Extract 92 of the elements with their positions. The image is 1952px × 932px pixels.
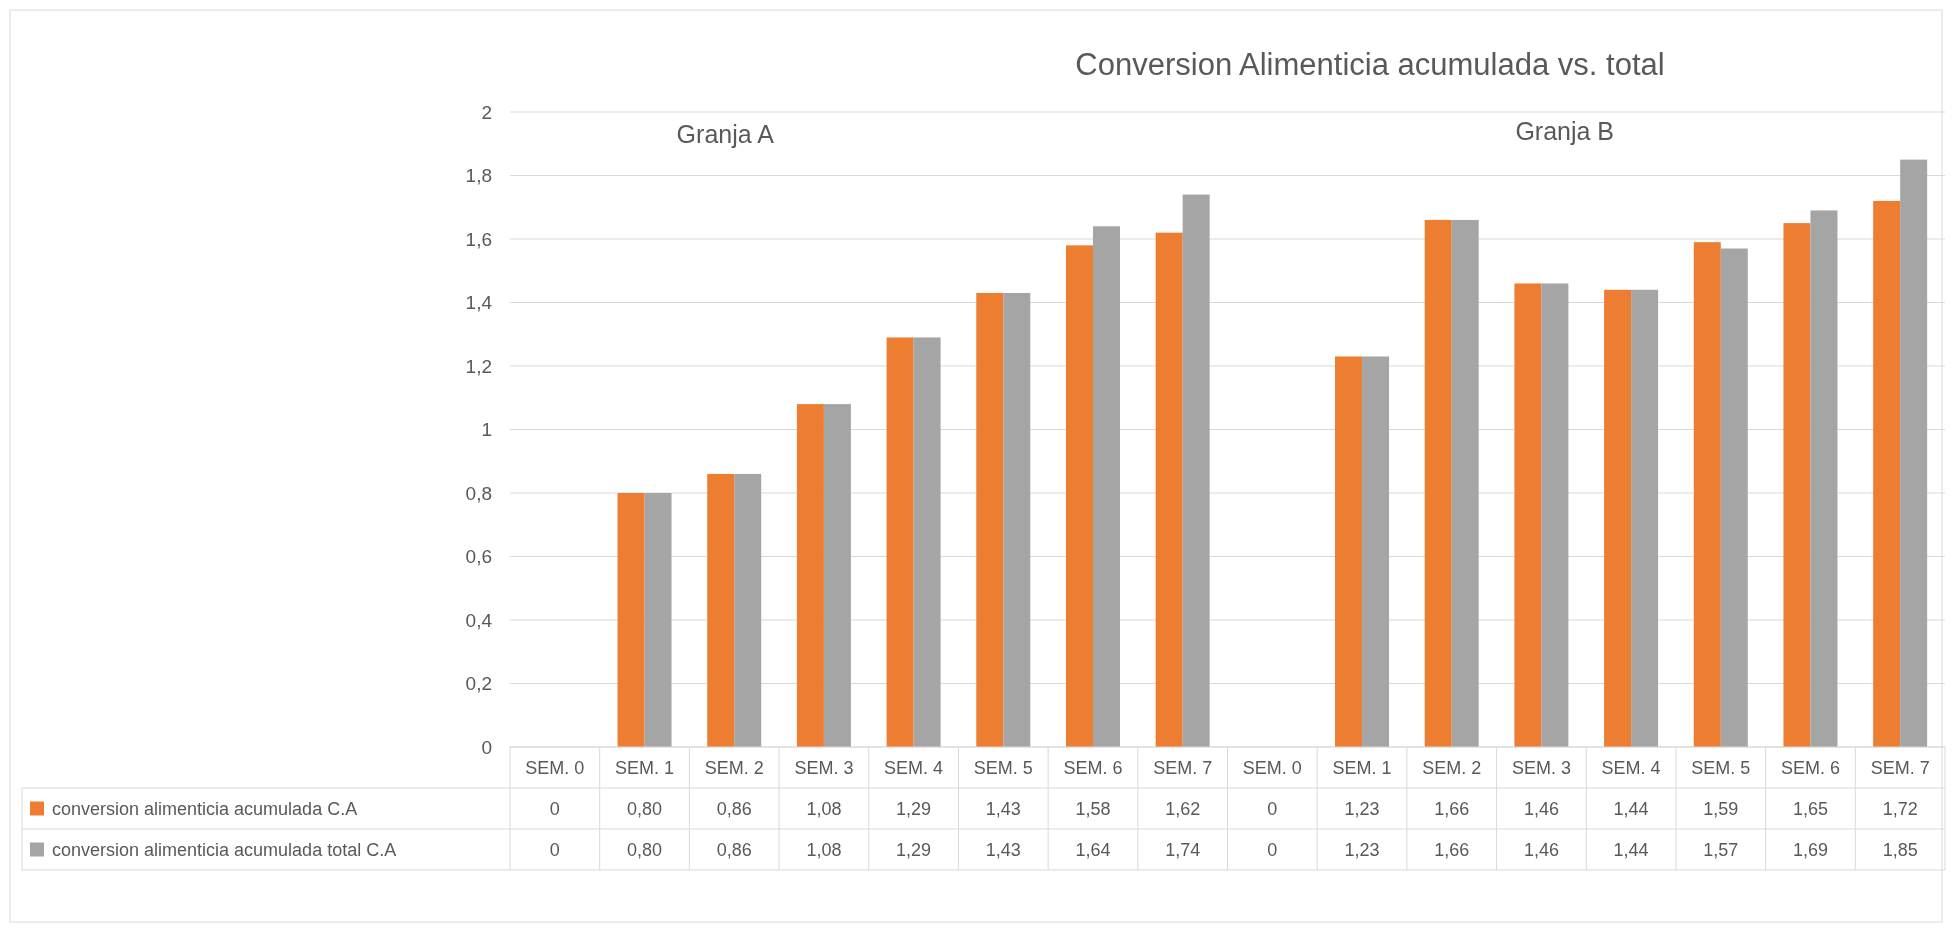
bar xyxy=(1335,356,1363,747)
annotation: Granja B xyxy=(1515,117,1615,145)
x-tick-label: SEM. 3 xyxy=(794,757,854,778)
data-label: 0 xyxy=(549,839,560,860)
bar xyxy=(1604,289,1632,747)
data-label: 1,23 xyxy=(1344,839,1380,860)
x-tick-label: SEM. 5 xyxy=(973,757,1033,778)
data-label: 1,57 xyxy=(1703,839,1739,860)
y-tick-label: 2 xyxy=(481,101,492,123)
data-label: 0 xyxy=(549,798,560,819)
bar xyxy=(886,337,914,747)
data-label: 0 xyxy=(1267,798,1278,819)
bar xyxy=(796,404,824,747)
data-label: 1,29 xyxy=(896,839,932,860)
data-label: 1,62 xyxy=(1165,798,1201,819)
bar xyxy=(976,292,1004,747)
x-tick-label: SEM. 6 xyxy=(1063,757,1123,778)
bar xyxy=(1451,219,1479,747)
data-label: 1,08 xyxy=(806,798,842,819)
data-label: 1,44 xyxy=(1613,798,1649,819)
bar xyxy=(617,493,645,747)
data-label: 1,66 xyxy=(1434,798,1470,819)
data-label: 1,23 xyxy=(1344,798,1380,819)
x-tick-label: SEM. 6 xyxy=(1780,757,1840,778)
y-tick-label: 1,4 xyxy=(465,292,493,314)
y-tick-label: 0,2 xyxy=(465,673,492,695)
x-tick-label: SEM. 4 xyxy=(1601,757,1661,778)
y-tick-label: 1,2 xyxy=(465,355,492,377)
x-tick-label: SEM. 5 xyxy=(1691,757,1751,778)
bar xyxy=(1693,242,1721,747)
data-label: 1,59 xyxy=(1703,798,1739,819)
legend-label: conversion alimenticia acumulada total C.A xyxy=(52,839,397,860)
data-label: 1,08 xyxy=(806,839,842,860)
x-tick-label: SEM. 1 xyxy=(1332,757,1392,778)
data-label: 1,69 xyxy=(1792,839,1828,860)
bar xyxy=(1424,219,1452,747)
data-label: 1,43 xyxy=(985,839,1021,860)
bar xyxy=(1631,289,1659,747)
bar xyxy=(913,337,941,747)
bar xyxy=(1541,283,1569,747)
y-tick-label: 0,4 xyxy=(465,609,493,631)
bar xyxy=(1720,248,1748,747)
annotation: Granja A xyxy=(676,120,775,148)
bar xyxy=(1003,292,1031,747)
x-tick-label: SEM. 1 xyxy=(615,757,675,778)
bar xyxy=(1783,223,1811,747)
data-label: 1,72 xyxy=(1882,798,1918,819)
data-label: 1,58 xyxy=(1075,798,1111,819)
data-label: 1,46 xyxy=(1523,798,1559,819)
y-tick-label: 1,8 xyxy=(465,165,492,187)
data-label: 1,64 xyxy=(1075,839,1111,860)
y-tick-label: 0,8 xyxy=(465,482,492,504)
x-tick-label: SEM. 0 xyxy=(525,757,585,778)
y-tick-label: 0 xyxy=(481,736,492,758)
y-tick-label: 1 xyxy=(481,419,492,441)
bar xyxy=(734,473,762,747)
bar xyxy=(1092,226,1120,747)
data-label: 1,74 xyxy=(1165,839,1201,860)
x-tick-label: SEM. 3 xyxy=(1511,757,1571,778)
y-tick-label: 1,6 xyxy=(465,228,492,250)
x-tick-label: SEM. 7 xyxy=(1153,757,1213,778)
chart-title: Conversion Alimenticia acumulada vs. total xyxy=(1075,47,1665,82)
data-label: 0,86 xyxy=(716,798,752,819)
y-tick-label: 0,6 xyxy=(465,546,492,568)
data-label: 1,46 xyxy=(1523,839,1559,860)
data-label: 1,29 xyxy=(896,798,932,819)
bar xyxy=(1514,283,1542,747)
data-label: 1,66 xyxy=(1434,839,1470,860)
data-label: 0 xyxy=(1267,839,1278,860)
bar xyxy=(707,473,735,747)
data-label: 0,80 xyxy=(627,839,663,860)
x-tick-label: SEM. 4 xyxy=(884,757,944,778)
bar xyxy=(1065,245,1093,747)
data-label: 0,86 xyxy=(716,839,752,860)
x-tick-label: SEM. 2 xyxy=(704,757,764,778)
x-tick-label: SEM. 2 xyxy=(1422,757,1482,778)
bar xyxy=(1900,159,1928,747)
bar xyxy=(1155,232,1183,747)
data-label: 1,44 xyxy=(1613,839,1649,860)
bar xyxy=(1810,210,1838,747)
data-label: 0,80 xyxy=(627,798,663,819)
x-tick-label: SEM. 0 xyxy=(1242,757,1302,778)
bar xyxy=(823,404,851,747)
data-label: 1,85 xyxy=(1882,839,1918,860)
data-label: 1,43 xyxy=(985,798,1021,819)
bar xyxy=(644,493,672,747)
bar xyxy=(1182,194,1210,747)
x-tick-label: SEM. 7 xyxy=(1870,757,1930,778)
bar xyxy=(1873,200,1901,747)
legend-label: conversion alimenticia acumulada C.A xyxy=(52,798,358,819)
data-label: 1,65 xyxy=(1792,798,1828,819)
bar xyxy=(1362,356,1390,747)
